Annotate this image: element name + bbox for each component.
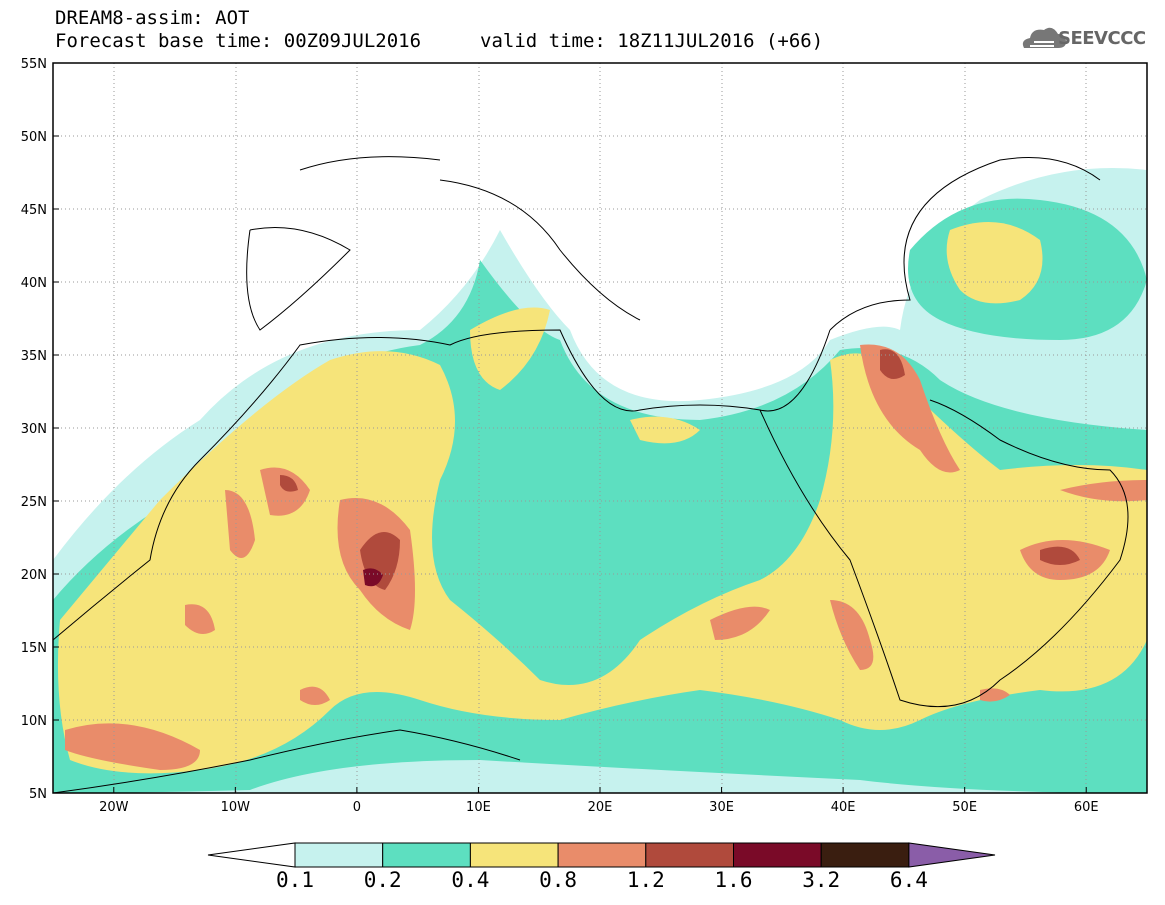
aot-contours: [53, 63, 1147, 793]
colorbar-level-label: 0.1: [276, 868, 314, 892]
lon-tick-label: 60E: [1074, 800, 1099, 815]
lat-tick-label: 15N: [21, 641, 47, 656]
coastlines: [53, 156, 1129, 793]
colorbar-level-label: 1.6: [714, 868, 753, 892]
colorbar-swatch: [557, 842, 647, 868]
lon-tick-label: 30E: [709, 800, 734, 815]
valid-time: valid time: 18Z11JUL2016 (+66): [480, 30, 824, 52]
lat-tick-label: 35N: [21, 349, 47, 364]
colorbar-level-label: 1.2: [626, 868, 665, 892]
lat-tick-label: 45N: [21, 203, 47, 218]
lat-tick-label: 5N: [29, 787, 47, 802]
lon-tick-label: 10W: [221, 800, 251, 815]
colorbar-level-label: 0.8: [539, 868, 578, 892]
cloud-logo-icon: [1022, 27, 1066, 48]
colorbar-swatch: [469, 842, 559, 868]
logo-text: SEEVCCC: [1058, 28, 1146, 49]
lon-tick-label: 20E: [588, 800, 613, 815]
colorbar-swatch: [733, 842, 822, 868]
colorbar-low-arrow: [207, 842, 296, 868]
lon-tick-label: 40E: [831, 800, 856, 815]
lon-tick-label: 50E: [952, 800, 977, 815]
colorbar-level-label: 0.4: [451, 868, 490, 892]
colorbar-level-label: 3.2: [802, 868, 841, 892]
lat-tick-label: 20N: [21, 568, 47, 583]
lat-tick-label: 40N: [21, 276, 47, 291]
lon-tick-label: 20W: [99, 800, 129, 815]
colorbar-level-label: 6.4: [889, 868, 928, 892]
base-time: Forecast base time: 00Z09JUL2016: [55, 30, 422, 52]
lat-tick-label: 55N: [21, 57, 47, 72]
colorbar-swatch: [645, 842, 734, 868]
lat-tick-label: 30N: [21, 422, 47, 437]
colorbar: [207, 842, 996, 868]
lon-tick-label: 10E: [466, 800, 491, 815]
lon-tick-label: 0: [353, 800, 361, 815]
latitude-axis: 55N 50N 45N 40N 35N 30N 25N 20N 15N 10N 5N: [21, 57, 59, 802]
lat-tick-label: 25N: [21, 495, 47, 510]
colorbar-swatch: [820, 842, 910, 868]
colorbar-swatch: [382, 842, 471, 868]
lat-tick-label: 10N: [21, 714, 47, 729]
longitude-axis: 20W 10W 0 10E 20E 30E 40E 50E 60E: [99, 787, 1099, 815]
colorbar-labels: 0.1 0.2 0.4 0.8 1.2 1.6 3.2 6.4: [0, 868, 1165, 898]
lat-tick-label: 50N: [21, 130, 47, 145]
colorbar-high-arrow: [908, 842, 996, 868]
colorbar-swatch: [294, 842, 384, 868]
colorbar-level-label: 0.2: [363, 868, 402, 892]
map-title: DREAM8-assim: AOT: [55, 7, 250, 29]
